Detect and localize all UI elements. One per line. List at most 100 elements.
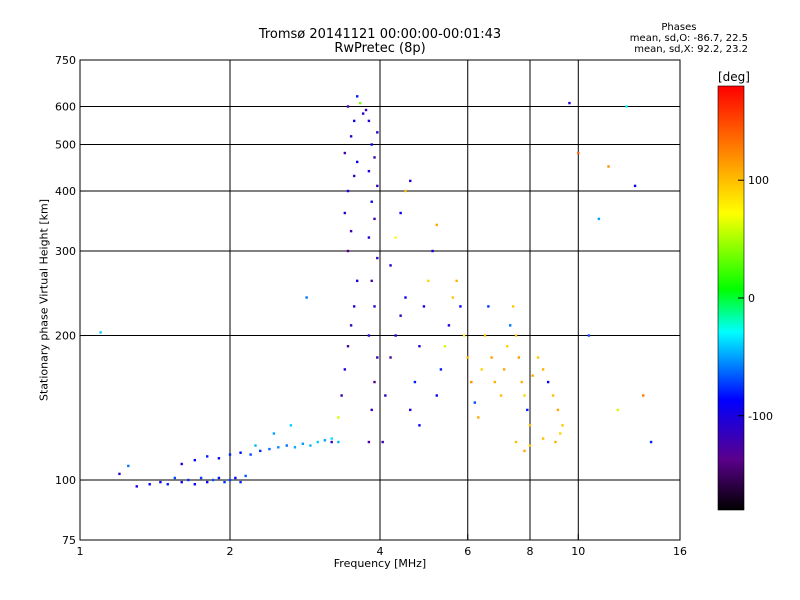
data-point (367, 334, 371, 337)
data-point (404, 189, 407, 193)
data-point (289, 424, 293, 427)
data-point (346, 189, 350, 193)
data-point (376, 356, 379, 359)
data-point (493, 380, 497, 384)
data-point (239, 451, 242, 454)
data-point (499, 394, 503, 397)
data-point (370, 408, 373, 412)
data-point (254, 444, 257, 447)
x-axis-ticks: 1 2 4 6 8 10 16 (77, 534, 687, 558)
data-point (349, 135, 353, 138)
colorbar-tick-label: 100 (748, 174, 769, 187)
data-point (376, 256, 379, 260)
x-tick-label: 1 (77, 545, 84, 558)
data-point (473, 401, 477, 404)
phase-stats-x: mean, sd,X: 92.2, 23.2 (634, 44, 748, 55)
x-tick-label: 2 (227, 545, 234, 558)
data-point (127, 464, 130, 468)
data-point (217, 457, 221, 460)
data-point (305, 296, 308, 299)
y-tick-label: 75 (62, 534, 76, 547)
y-tick-label: 300 (55, 245, 76, 258)
data-point (346, 105, 350, 108)
data-point (413, 380, 417, 384)
data-point (166, 483, 169, 486)
data-point (293, 446, 297, 449)
data-point (508, 324, 512, 327)
data-point (358, 101, 362, 105)
data-point (399, 314, 402, 317)
data-point (346, 345, 350, 348)
chart-title: Tromsø 20141121 00:00:00-00:01:43 (258, 27, 502, 42)
data-point (541, 368, 545, 371)
data-point (373, 156, 376, 159)
data-point (439, 368, 443, 371)
data-point (373, 305, 376, 308)
data-point (343, 211, 347, 215)
data-point (455, 279, 458, 283)
data-point (272, 432, 276, 435)
y-tick-label: 600 (55, 101, 76, 114)
data-point (301, 442, 305, 445)
data-point (526, 408, 529, 412)
data-point (642, 394, 645, 397)
data-point (462, 334, 466, 337)
data-point (422, 305, 426, 308)
data-point (409, 408, 412, 412)
data-point (443, 345, 447, 348)
data-point (577, 151, 580, 155)
data-point (355, 160, 359, 164)
data-point (340, 394, 343, 397)
data-point (349, 324, 353, 327)
data-point (517, 356, 521, 359)
colorbar-unit-label: [deg] (718, 70, 750, 84)
data-point (394, 334, 397, 337)
data-point (551, 394, 555, 397)
data-point (435, 394, 438, 397)
data-point (514, 334, 518, 337)
data-point (330, 440, 333, 444)
data-point (118, 472, 121, 476)
data-point (205, 480, 209, 484)
data-point (370, 200, 373, 203)
y-tick-label: 500 (55, 139, 76, 152)
data-point (349, 229, 353, 233)
data-point (244, 474, 247, 478)
data-point (384, 394, 387, 397)
phase-stats-title: Phases (661, 22, 697, 33)
x-tick-label: 6 (464, 545, 471, 558)
data-point (193, 483, 197, 486)
data-point (447, 324, 451, 327)
colorbar-tick-label: -100 (748, 410, 773, 423)
data-point (418, 345, 421, 348)
data-point (511, 305, 515, 308)
y-tick-label: 750 (55, 54, 76, 67)
colorbar-tick-label: 0 (748, 292, 755, 305)
data-point (173, 476, 177, 480)
data-point (587, 334, 591, 337)
data-point (536, 356, 540, 359)
data-point (376, 131, 379, 134)
data-point (239, 480, 242, 484)
data-point (409, 179, 412, 183)
x-tick-label: 4 (377, 545, 384, 558)
data-point (367, 119, 371, 123)
data-point (546, 380, 550, 384)
data-point (541, 437, 545, 440)
data-point (404, 296, 407, 299)
data-point (607, 165, 610, 168)
data-point (228, 453, 232, 456)
y-tick-label: 100 (55, 474, 76, 487)
data-point (352, 119, 356, 123)
data-point (431, 249, 434, 253)
data-point (459, 305, 462, 308)
y-axis-ticks: 75 100 200 300 400 500 600 750 (55, 54, 86, 547)
data-point (597, 217, 601, 221)
data-point (561, 424, 564, 427)
data-point (554, 440, 557, 444)
data-point (649, 440, 653, 444)
data-point (364, 108, 368, 112)
data-point (480, 368, 483, 371)
data-point (277, 446, 280, 449)
